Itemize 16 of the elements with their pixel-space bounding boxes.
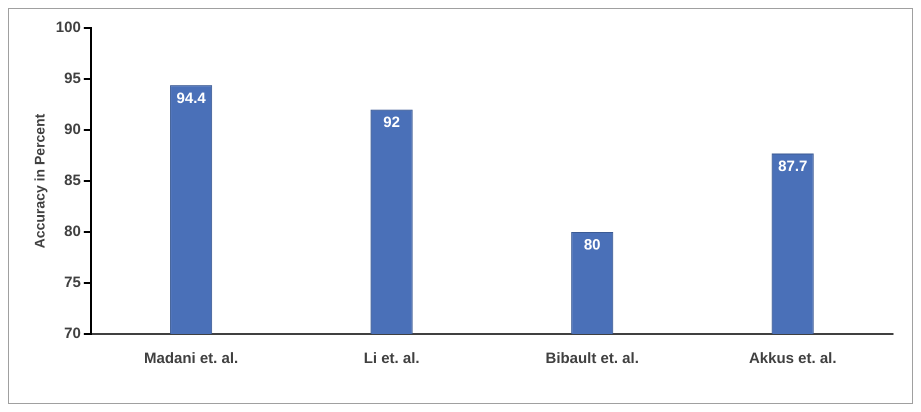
x-tick-label: Li et. al. bbox=[364, 350, 420, 368]
y-tick-label: 85 bbox=[64, 172, 81, 190]
y-tick-label: 80 bbox=[64, 223, 81, 240]
data-label: 80 bbox=[584, 236, 601, 254]
x-tick-label: Madani et. al. bbox=[144, 350, 238, 368]
y-tick-label: 90 bbox=[64, 121, 81, 138]
x-tick-label: Akkus et. al. bbox=[748, 350, 836, 368]
data-label: 87.7 bbox=[778, 158, 808, 176]
y-axis-title: Accuracy in Percent bbox=[31, 113, 48, 248]
data-label: 92 bbox=[383, 114, 400, 132]
y-tick-label: 70 bbox=[64, 325, 81, 342]
y-tick-label: 75 bbox=[64, 274, 81, 292]
data-label: 94.4 bbox=[176, 90, 206, 107]
y-tick-label: 95 bbox=[64, 70, 81, 88]
y-tick-label: 100 bbox=[56, 19, 81, 36]
x-tick-label: Bibault et. al. bbox=[546, 350, 639, 368]
